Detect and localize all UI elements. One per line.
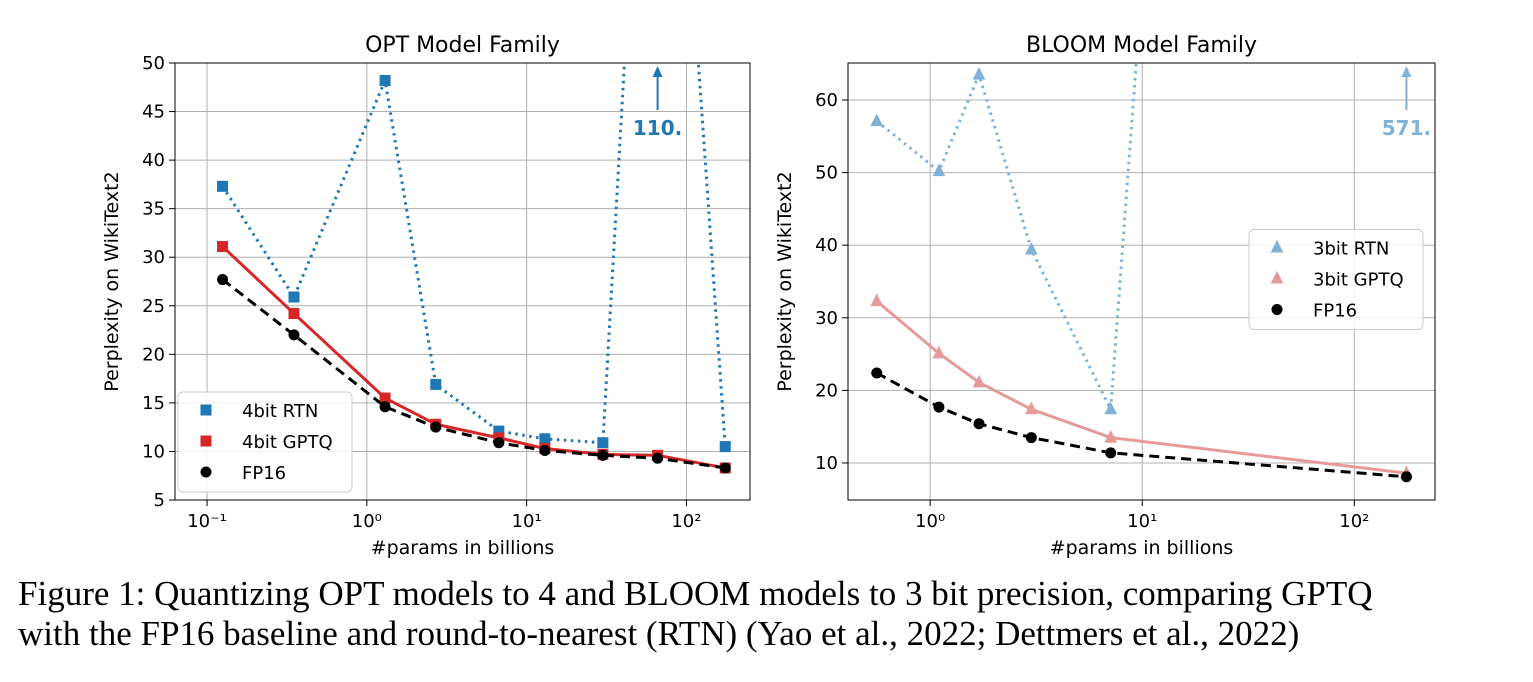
marker bbox=[430, 378, 442, 390]
marker bbox=[288, 291, 300, 303]
marker bbox=[379, 392, 391, 404]
marker bbox=[973, 418, 985, 430]
y-tick-label: 25 bbox=[142, 296, 165, 317]
annotation-arrowhead bbox=[1401, 66, 1412, 77]
y-tick-label: 10 bbox=[142, 441, 165, 462]
marker bbox=[1270, 270, 1284, 284]
y-tick-label: 15 bbox=[142, 393, 165, 414]
legend-label: 3bit GPTQ bbox=[1313, 270, 1404, 291]
plot-area bbox=[217, 63, 731, 474]
marker bbox=[1400, 471, 1412, 483]
marker bbox=[870, 113, 884, 127]
series-line bbox=[875, 63, 1138, 415]
marker bbox=[200, 404, 212, 416]
marker bbox=[719, 462, 731, 474]
x-tick-label: 10² bbox=[1339, 511, 1369, 532]
annotation: 571. bbox=[1382, 116, 1431, 140]
y-tick-label: 60 bbox=[815, 90, 838, 111]
legend-label: FP16 bbox=[1313, 301, 1357, 322]
x-tick-label: 10² bbox=[671, 511, 701, 532]
x-tick-label: 10⁰ bbox=[915, 511, 945, 532]
legend-box bbox=[1248, 229, 1424, 330]
caption-line: with the FP16 baseline and round-to-near… bbox=[18, 614, 1299, 653]
legend-label: 4bit GPTQ bbox=[242, 432, 333, 453]
marker bbox=[539, 433, 551, 445]
x-tick-label: 10¹ bbox=[512, 511, 542, 532]
x-axis-label: #params in billions bbox=[1050, 537, 1234, 559]
marker bbox=[1025, 401, 1038, 415]
marker bbox=[870, 293, 884, 307]
plot-frame bbox=[174, 62, 751, 501]
marker bbox=[932, 163, 946, 177]
y-tick-label: 40 bbox=[815, 235, 838, 256]
series-line bbox=[875, 299, 1407, 475]
marker bbox=[493, 437, 505, 449]
marker bbox=[217, 180, 229, 192]
marker bbox=[871, 367, 883, 379]
marker bbox=[1271, 304, 1283, 315]
marker bbox=[200, 435, 212, 447]
marker bbox=[217, 241, 229, 253]
marker bbox=[539, 444, 551, 456]
legend-label: 4bit RTN bbox=[242, 401, 318, 422]
x-tick-label: 10¹ bbox=[1127, 511, 1157, 532]
marker bbox=[288, 329, 300, 341]
y-tick-label: 40 bbox=[142, 150, 165, 171]
marker bbox=[1270, 239, 1284, 253]
marker bbox=[288, 308, 300, 320]
caption-line: Figure 1: Quantizing OPT models to 4 and… bbox=[18, 574, 1373, 613]
marker bbox=[1105, 447, 1117, 459]
y-axis-label: Perplexity on WikiText2 bbox=[101, 171, 123, 391]
y-tick-label: 35 bbox=[142, 199, 165, 220]
marker bbox=[1104, 429, 1118, 443]
marker bbox=[1025, 241, 1038, 255]
legend-label: 3bit RTN bbox=[1313, 239, 1389, 260]
x-axis-label: #params in billions bbox=[371, 537, 555, 559]
plot-frame bbox=[847, 62, 1436, 501]
marker bbox=[379, 401, 391, 413]
y-axis-label: Perplexity on WikiText2 bbox=[774, 171, 796, 391]
chart-title: BLOOM Model Family bbox=[1026, 33, 1257, 58]
x-tick-label: 10⁰ bbox=[352, 511, 382, 532]
series-line bbox=[875, 371, 1407, 479]
annotation: 110. bbox=[633, 116, 682, 140]
y-tick-label: 50 bbox=[815, 163, 838, 184]
marker bbox=[200, 466, 212, 478]
legend-box bbox=[177, 391, 353, 493]
marker bbox=[972, 374, 986, 388]
marker bbox=[430, 421, 442, 433]
marker bbox=[933, 401, 945, 413]
series-line bbox=[221, 63, 727, 447]
marker bbox=[597, 449, 609, 461]
chart-title: OPT Model Family bbox=[365, 33, 560, 58]
y-tick-label: 10 bbox=[815, 453, 838, 474]
y-tick-label: 5 bbox=[154, 490, 165, 511]
marker bbox=[493, 425, 505, 437]
y-tick-label: 30 bbox=[815, 308, 838, 329]
y-tick-label: 20 bbox=[815, 380, 838, 401]
annotation-arrowhead bbox=[652, 66, 663, 77]
marker bbox=[379, 74, 391, 86]
marker bbox=[652, 452, 664, 464]
marker bbox=[719, 441, 731, 453]
marker bbox=[597, 437, 609, 449]
y-tick-label: 30 bbox=[142, 247, 165, 268]
marker bbox=[1025, 432, 1037, 444]
marker bbox=[1104, 401, 1118, 415]
y-tick-label: 45 bbox=[142, 102, 165, 123]
legend-label: FP16 bbox=[242, 463, 286, 484]
marker bbox=[217, 274, 229, 286]
x-tick-label: 10⁻¹ bbox=[187, 511, 227, 532]
marker bbox=[972, 66, 986, 80]
y-tick-label: 20 bbox=[142, 344, 165, 365]
y-tick-label: 50 bbox=[142, 53, 165, 74]
marker bbox=[932, 345, 946, 359]
plot-area bbox=[870, 63, 1413, 483]
